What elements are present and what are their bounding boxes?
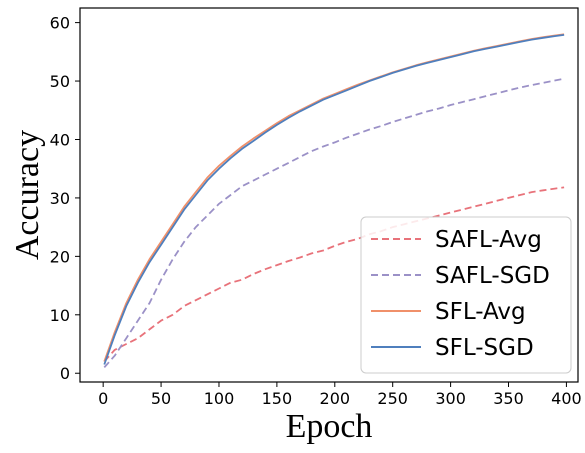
y-tick-label: 60 bbox=[50, 14, 70, 33]
y-tick-label: 0 bbox=[60, 364, 70, 383]
y-tick-label: 30 bbox=[50, 189, 70, 208]
plot-frame bbox=[79, 7, 579, 383]
x-tick-label: 100 bbox=[204, 389, 235, 408]
y-tick-label: 40 bbox=[50, 130, 70, 149]
legend-label: SAFL-Avg bbox=[435, 227, 542, 253]
x-axis-title: Epoch bbox=[286, 408, 373, 445]
y-axis-ticks: 0 10 20 30 40 50 60 bbox=[50, 14, 80, 383]
x-tick-label: 150 bbox=[262, 389, 293, 408]
x-axis-ticks: 0 50 100 150 200 250 300 350 400 bbox=[98, 382, 582, 408]
legend-label: SFL-Avg bbox=[435, 299, 526, 325]
legend-label: SFL-SGD bbox=[435, 335, 534, 361]
legend-box bbox=[360, 216, 572, 374]
series-line-safl-avg bbox=[103, 186, 565, 363]
x-tick-label: 50 bbox=[151, 389, 171, 408]
series-line-safl-sgd bbox=[103, 77, 565, 368]
y-tick-label: 50 bbox=[50, 72, 70, 91]
legend-label: SAFL-SGD bbox=[435, 263, 550, 289]
y-axis-title: Accuracy bbox=[9, 130, 46, 260]
y-tick-label: 10 bbox=[50, 306, 70, 325]
x-tick-label: 250 bbox=[377, 389, 408, 408]
series-line-sfl-sgd bbox=[103, 34, 565, 365]
x-tick-label: 400 bbox=[551, 389, 582, 408]
x-tick-label: 350 bbox=[493, 389, 524, 408]
x-tick-label: 0 bbox=[98, 389, 108, 408]
x-tick-label: 200 bbox=[320, 389, 351, 408]
series-lines bbox=[103, 33, 565, 368]
y-tick-label: 20 bbox=[50, 247, 70, 266]
x-tick-label: 300 bbox=[435, 389, 466, 408]
legend: SAFL-Avg SAFL-SGD SFL-Avg SFL-SGD bbox=[360, 216, 572, 374]
